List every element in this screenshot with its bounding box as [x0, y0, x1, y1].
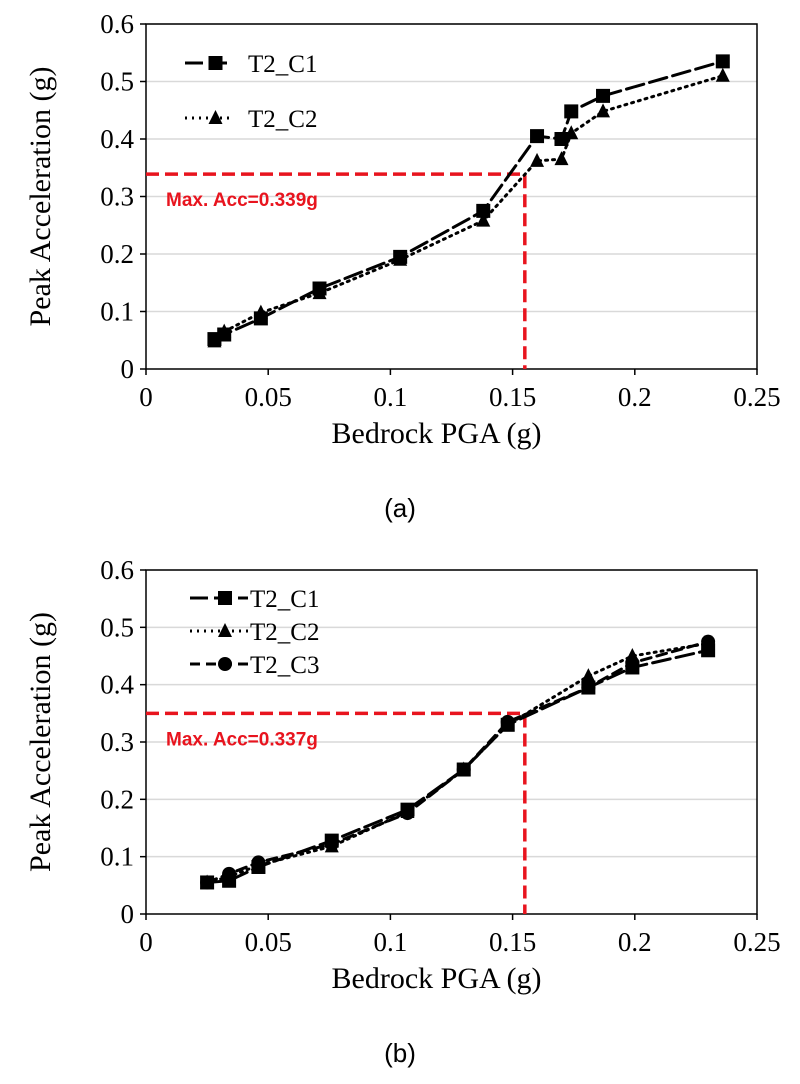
data-point-T2_C2: [564, 125, 579, 140]
series-line-T2_C3: [205, 640, 710, 884]
y-tick-label: 0.6: [100, 555, 134, 585]
x-tick-label: 0.05: [245, 382, 292, 412]
data-point-T2_C3: [400, 806, 415, 821]
y-tick-label: 0.4: [100, 670, 134, 700]
chart-caption: (b): [384, 1038, 416, 1068]
data-point-T2_C3: [625, 655, 640, 670]
data-point-T2_C3: [456, 762, 471, 777]
chart-b: 0 0.1 0.2 0.3 0.4 0.5 0.6 0 0.05 0.1 0.15 0.2 0.25 Be…: [24, 555, 781, 1068]
legend-marker-T2_C2: [208, 110, 223, 124]
data-point-T2_C2: [596, 103, 611, 118]
x-tick-label: 0.15: [489, 382, 536, 412]
data-point-T2_C3: [222, 866, 237, 881]
data-point-T2_C2: [530, 152, 545, 167]
y-tick-label: 0.5: [100, 612, 134, 642]
series-T2_C3: [200, 634, 716, 890]
legend-marker-T2_C2: [218, 623, 232, 637]
legend-label-T2_C1: T2_C1: [250, 586, 319, 613]
data-point-T2_C1: [530, 129, 545, 144]
x-tick-label: 0.2: [618, 927, 652, 957]
data-point-T2_C3: [324, 837, 339, 852]
y-tick-label: 0.6: [100, 9, 134, 39]
x-axis-label: Bedrock PGA (g): [332, 962, 542, 995]
x-tick-label: 0.1: [374, 382, 408, 412]
data-point-T2_C2: [715, 67, 730, 82]
data-point-T2_C2: [217, 323, 232, 338]
data-point-T2_C2: [554, 151, 569, 166]
data-point-T2_C1: [564, 104, 579, 119]
x-tick-label: 0.05: [245, 927, 292, 957]
x-tick-label: 0: [139, 927, 153, 957]
data-point-T2_C1: [476, 203, 491, 218]
x-tick-label: 0.25: [733, 382, 780, 412]
x-axis-label: Bedrock PGA (g): [332, 417, 542, 450]
y-tick-label: 0.2: [100, 784, 134, 814]
data-point-T2_C2: [253, 304, 268, 319]
data-point-T2_C3: [581, 680, 596, 695]
max-acc-annotation: Max. Acc=0.339g: [166, 190, 318, 211]
y-axis-label: Peak Acceleration (g): [24, 67, 57, 327]
legend-label-T2_C1: T2_C1: [248, 51, 317, 78]
legend-label-T2_C2: T2_C2: [250, 619, 319, 646]
y-tick-label: 0: [121, 354, 135, 384]
x-tick-label: 0.2: [618, 382, 652, 412]
y-tick-label: 0: [121, 899, 135, 929]
y-tick-label: 0.5: [100, 67, 134, 97]
chart-a: 0 0.1 0.2 0.3 0.4 0.5 0.6 0 0.05 0.1 0.15 0.2 0.25 Be…: [24, 9, 781, 523]
legend-marker-T2_C3: [218, 657, 232, 671]
legend-label-T2_C3: T2_C3: [250, 652, 319, 679]
data-point-T2_C2: [207, 333, 222, 348]
data-point-T2_C2: [312, 285, 327, 300]
x-tick-label: 0: [139, 382, 153, 412]
chart-caption: (a): [384, 493, 416, 523]
legend-label-T2_C2: T2_C2: [248, 106, 317, 133]
y-tick-label: 0.3: [100, 727, 134, 757]
y-tick-label: 0.1: [100, 842, 134, 872]
data-point-T2_C3: [500, 714, 515, 729]
data-point-T2_C2: [581, 668, 596, 683]
y-tick-label: 0.4: [100, 124, 134, 154]
legend-marker-T2_C1: [218, 591, 232, 605]
data-point-T2_C2: [393, 251, 408, 266]
data-point-T2_C3: [200, 875, 215, 890]
x-tick-label: 0.25: [733, 927, 780, 957]
max-acc-annotation: Max. Acc=0.337g: [166, 729, 318, 750]
x-tick-label: 0.15: [489, 927, 536, 957]
data-point-T2_C3: [701, 634, 716, 649]
max-acc-guide-line: [146, 172, 527, 369]
data-point-T2_C3: [251, 855, 266, 870]
data-point-T2_C1: [715, 54, 730, 69]
legend-marker-T2_C1: [208, 56, 223, 70]
y-tick-label: 0.1: [100, 297, 134, 327]
x-tick-label: 0.1: [374, 927, 408, 957]
y-tick-label: 0.2: [100, 239, 134, 269]
y-tick-label: 0.3: [100, 182, 134, 212]
data-point-T2_C1: [554, 132, 569, 146]
data-point-T2_C1: [596, 88, 611, 103]
max-acc-guide-line: [146, 711, 527, 914]
data-point-T2_C2: [476, 212, 491, 227]
series-T2_C2: [207, 67, 730, 348]
y-axis-label: Peak Acceleration (g): [24, 612, 57, 872]
